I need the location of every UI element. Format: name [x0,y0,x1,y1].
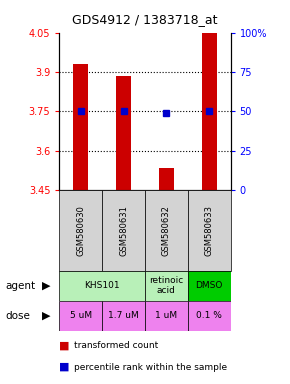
Bar [188,271,231,301]
Text: KHS101: KHS101 [84,281,120,290]
Bar [59,301,102,331]
Text: GSM580631: GSM580631 [119,205,128,256]
Text: retinoic
acid: retinoic acid [149,276,184,295]
Text: ▶: ▶ [42,281,51,291]
Text: GSM580630: GSM580630 [76,205,85,256]
Text: ▶: ▶ [42,311,51,321]
Text: 5 uM: 5 uM [70,311,92,320]
Bar [188,301,231,331]
Bar [145,301,188,331]
Text: ■: ■ [59,362,70,372]
Text: agent: agent [6,281,36,291]
Text: percentile rank within the sample: percentile rank within the sample [74,362,227,372]
Bar [159,168,174,190]
Text: transformed count: transformed count [74,341,158,351]
Bar [59,271,145,301]
Bar [116,76,131,190]
Text: DMSO: DMSO [195,281,223,290]
Bar [145,271,188,301]
Text: GSM580633: GSM580633 [205,205,214,256]
Bar [145,190,188,271]
Text: GDS4912 / 1383718_at: GDS4912 / 1383718_at [72,13,218,26]
Bar [59,190,102,271]
Text: 0.1 %: 0.1 % [196,311,222,320]
Text: ■: ■ [59,341,70,351]
Bar [73,64,88,190]
Bar [102,190,145,271]
Text: dose: dose [6,311,31,321]
Bar [102,301,145,331]
Text: 1.7 uM: 1.7 uM [108,311,139,320]
Text: 1 uM: 1 uM [155,311,177,320]
Bar [188,190,231,271]
Text: GSM580632: GSM580632 [162,205,171,256]
Bar [202,33,217,190]
